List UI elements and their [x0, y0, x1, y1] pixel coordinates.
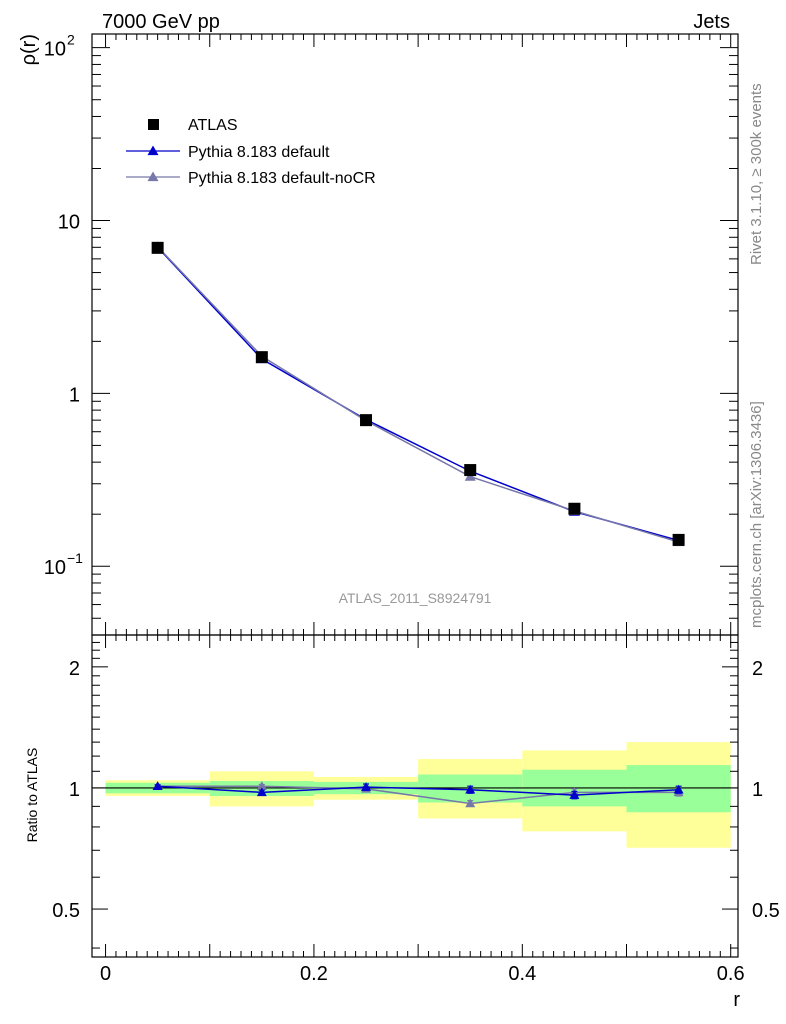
y-tick-label-base: 10: [44, 557, 66, 579]
ratio-y-tick-label-left: 2: [69, 658, 80, 680]
ratio-y-tick-label-right: 1: [752, 779, 763, 801]
y-tick-label: 10: [58, 212, 80, 234]
analysis-label: ATLAS_2011_S8924791: [339, 590, 492, 606]
header-right: Jets: [693, 11, 730, 33]
ratio-point-marker: [465, 798, 476, 808]
ratio-point-marker: [256, 787, 267, 797]
ratio-point-marker: [465, 784, 476, 794]
ratio-y-tick-label-left: 0.5: [52, 900, 80, 922]
ratio-point-marker: [361, 782, 372, 791]
y-tick-label-exponent: −1: [67, 550, 83, 566]
legend: ATLAS Pythia 8.183 default Pythia 8.183 de…: [126, 117, 376, 187]
ratio-point-marker: [152, 781, 163, 790]
data-point-atlas: [151, 241, 164, 254]
main-y-axis-label: ρ(r): [18, 34, 40, 65]
data-point-atlas: [464, 464, 477, 477]
legend-marker-square: [148, 119, 159, 130]
x-axis-label: r: [733, 989, 740, 1011]
y-tick-label-base: 1: [69, 384, 80, 406]
data-point-atlas: [568, 502, 581, 515]
side-label-top: Rivet 3.1.10, ≥ 300k events: [748, 83, 765, 265]
y-tick-label-base: 10: [44, 39, 66, 61]
y-tick-label: 10 −1: [44, 550, 83, 579]
main-series-line: [157, 246, 679, 543]
header-left: 7000 GeV pp: [102, 11, 220, 33]
ratio-y-tick-label-left: 1: [69, 779, 80, 801]
y-tick-label: 1: [69, 384, 80, 406]
ratio-y-tick-label-right: 2: [752, 658, 763, 680]
legend-label: Pythia 8.183 default: [188, 144, 330, 161]
data-point-atlas: [360, 414, 373, 427]
legend-label: ATLAS: [188, 117, 238, 134]
x-tick-label: 0.2: [300, 963, 328, 985]
y-tick-label: 10 2: [44, 32, 75, 61]
y-tick-label-exponent: 2: [67, 32, 75, 48]
data-point-atlas: [255, 351, 268, 364]
y-tick-label-base: 10: [58, 212, 80, 234]
x-tick-label: 0: [100, 963, 111, 985]
ratio-y-axis-label: Ratio to ATLAS: [24, 748, 40, 843]
main-series-line: [157, 246, 679, 542]
ratio-frame: [91, 634, 739, 958]
legend-label: Pythia 8.183 default-noCR: [188, 170, 376, 187]
data-point-atlas: [672, 533, 685, 546]
ratio-series-line: [157, 785, 679, 796]
x-tick-label: 0.4: [508, 963, 536, 985]
legend-marker-triangle: [147, 171, 159, 182]
side-label-bottom: mcplots.cern.ch [arXiv:1306.3436]: [748, 401, 765, 628]
ratio-point-marker: [673, 784, 684, 794]
ratio-y-tick-label-right: 0.5: [752, 900, 780, 922]
ratio-series-line: [157, 785, 679, 805]
legend-marker-triangle: [147, 145, 159, 156]
x-tick-label: 0.6: [717, 963, 745, 985]
ratio-point-marker: [256, 781, 267, 790]
ratio-panel: 0 0.2 0.4 0.6 2 2 1 1 0.5 0.5: [52, 634, 780, 985]
ratio-point-marker: [569, 790, 580, 799]
